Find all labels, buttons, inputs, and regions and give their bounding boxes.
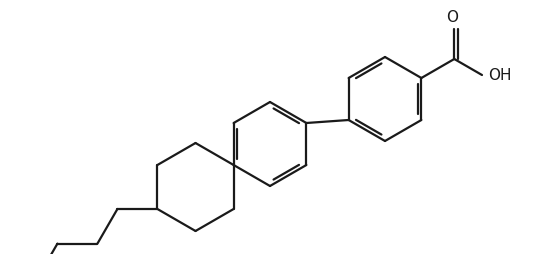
Text: O: O [446,10,458,25]
Text: OH: OH [488,68,511,83]
